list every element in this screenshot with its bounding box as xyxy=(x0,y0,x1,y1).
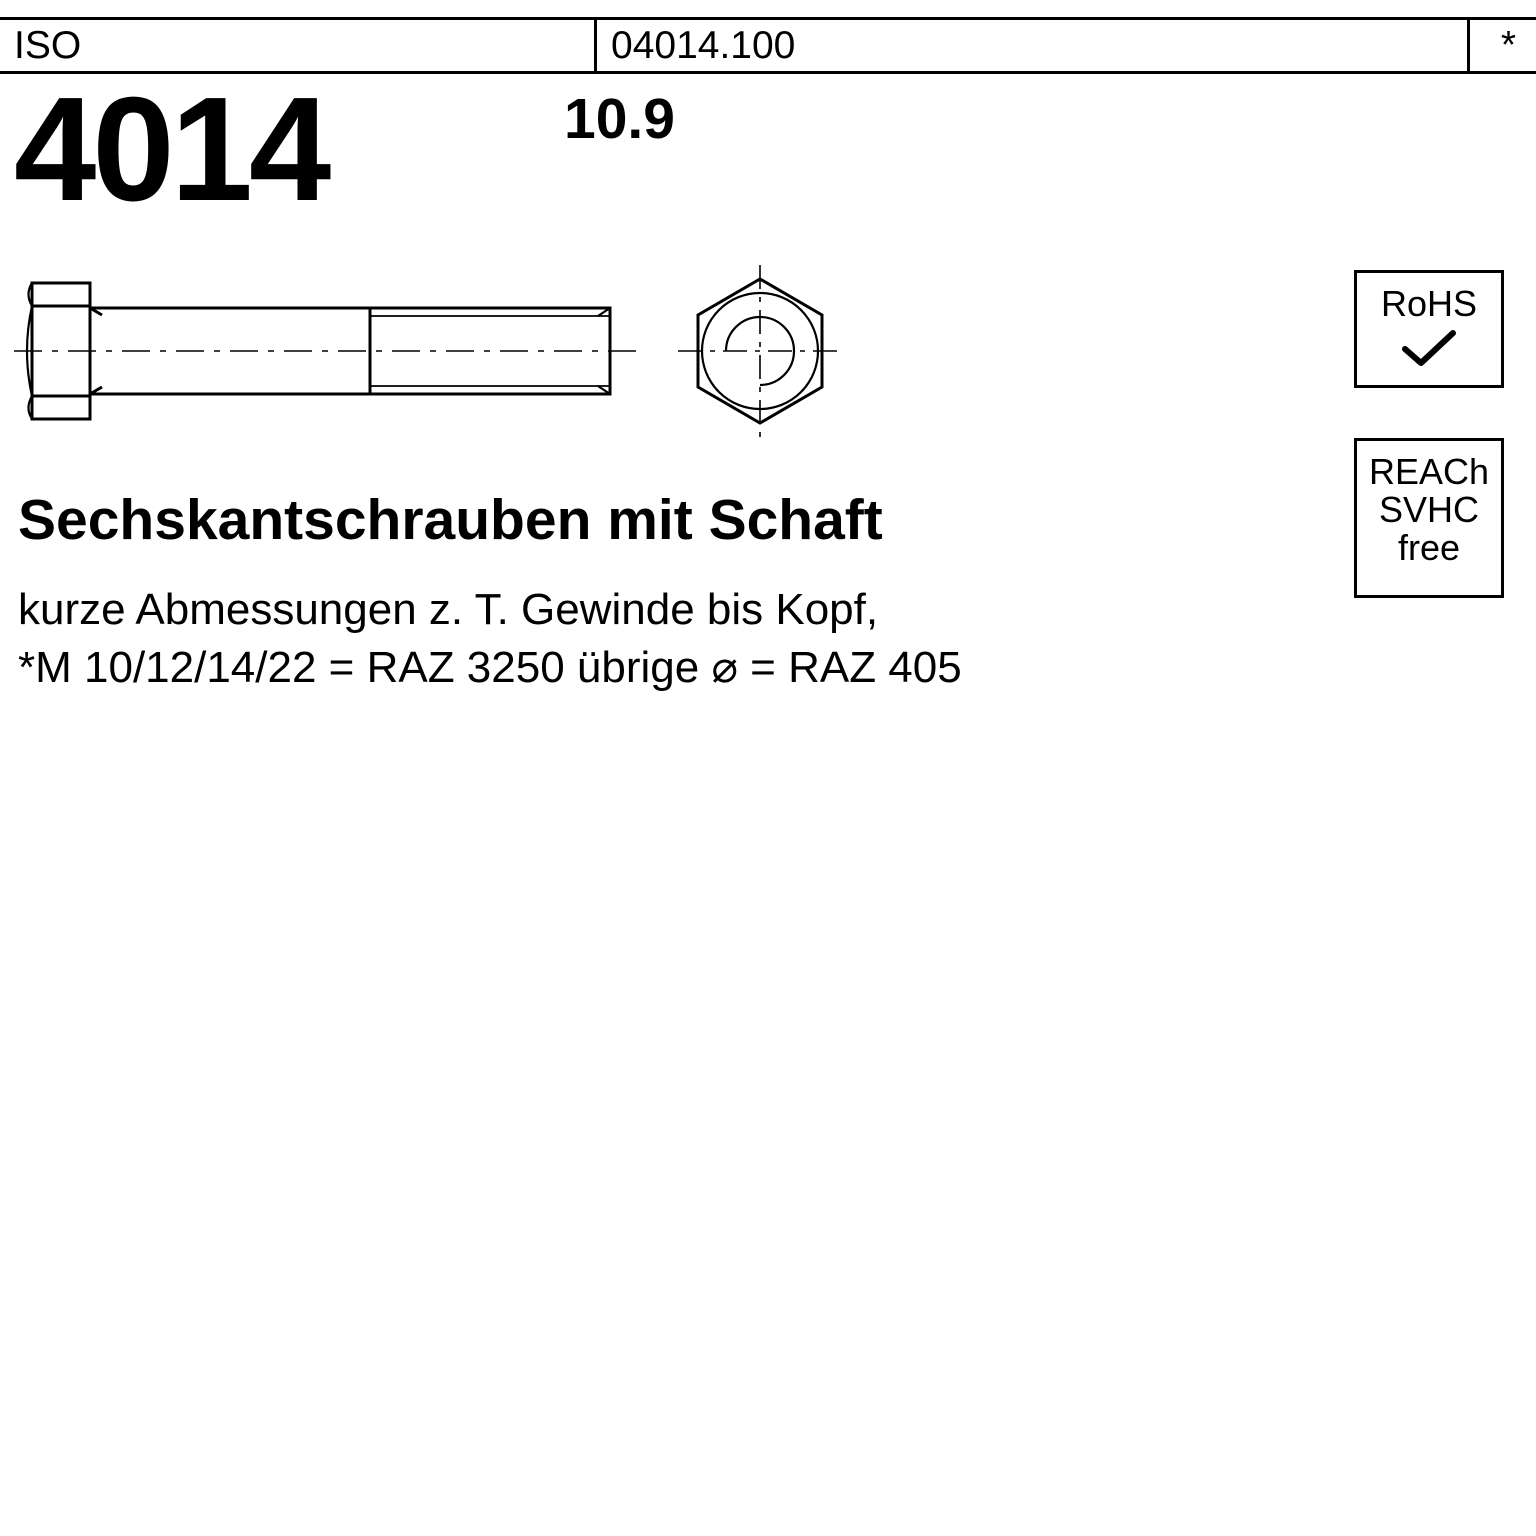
title-row: 4014 10.9 xyxy=(0,74,1536,221)
bolt-drawing-svg xyxy=(0,261,900,441)
rohs-label: RoHS xyxy=(1363,285,1495,323)
header-row: ISO 04014.100 * xyxy=(0,17,1536,74)
datasheet-page: ISO 04014.100 * 4014 10.9 xyxy=(0,0,1536,1536)
strength-grade: 10.9 xyxy=(554,80,675,152)
reach-line1: REACh xyxy=(1363,453,1495,491)
reach-line3: free xyxy=(1363,529,1495,567)
description-line-2: *M 10/12/14/22 = RAZ 3250 übrige ⌀ = RAZ… xyxy=(18,639,1516,697)
standard-number: 4014 xyxy=(14,80,554,221)
description-block: Sechskantschrauben mit Schaft kurze Abme… xyxy=(0,441,1536,697)
header-standard-label: ISO xyxy=(0,20,597,71)
description-title: Sechskantschrauben mit Schaft xyxy=(18,487,1516,553)
checkmark-icon xyxy=(1399,327,1459,371)
rohs-badge: RoHS xyxy=(1354,270,1504,388)
description-line-1: kurze Abmessungen z. T. Gewinde bis Kopf… xyxy=(18,581,1516,639)
header-code: 04014.100 xyxy=(597,20,1470,71)
bolt-head-axial-correct xyxy=(678,265,842,437)
reach-badge: REACh SVHC free xyxy=(1354,438,1504,598)
header-asterisk: * xyxy=(1470,20,1536,71)
reach-line2: SVHC xyxy=(1363,491,1495,529)
technical-drawing xyxy=(0,261,1536,441)
